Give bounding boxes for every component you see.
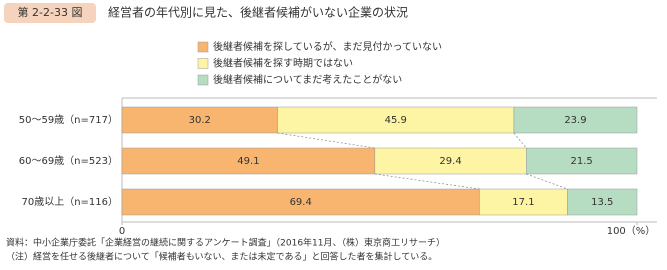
figure-badge	[4, 3, 96, 23]
bar-segment	[479, 188, 568, 216]
bar-segment	[513, 106, 638, 134]
note: （注）経営を任せる後継者について「候補者もいない、または未定である」と回答した者…	[6, 251, 437, 263]
value-label: 21.5	[571, 156, 593, 167]
value-label: 13.5	[591, 197, 613, 208]
y-tick-label: 70歳以上（n=116）	[21, 196, 118, 208]
bar-segment	[567, 188, 638, 216]
value-label: 69.4	[290, 197, 312, 208]
bar-segment	[121, 147, 376, 175]
value-label: 30.2	[189, 115, 211, 126]
chart-title: 経営者の年代別に見た、後継者候補がいない企業の状況	[108, 5, 408, 20]
legend-swatch	[197, 41, 209, 53]
connector-line	[374, 173, 480, 190]
connector-line	[526, 173, 568, 190]
value-label: 49.1	[237, 156, 259, 167]
legend-swatch	[197, 74, 209, 86]
y-tick-label: 60～69歳（n=523）	[19, 155, 118, 167]
legend-label: 後継者候補についてまだ考えたことがない	[213, 73, 402, 86]
legend-label: 後継者候補を探しているが、まだ見付かっていない	[213, 40, 442, 53]
bar-segment	[121, 188, 480, 216]
note: 資料：中小企業庁委託「企業経営の継続に関するアンケート調査」（2016年11月、…	[6, 237, 445, 249]
figure-number: 第 2-2-33 図	[18, 5, 83, 19]
y-tick-label: 50～59歳（n=717）	[19, 114, 118, 126]
legend-label: 後継者候補を探す時期ではない	[213, 57, 353, 70]
x-tick-label: 0	[119, 226, 125, 237]
value-label: 23.9	[564, 115, 586, 126]
connector-line	[277, 132, 375, 149]
x-tick-label: 100（%）	[607, 225, 656, 237]
legend-swatch	[197, 58, 209, 69]
connector-line	[513, 132, 527, 149]
value-label: 17.1	[512, 197, 534, 208]
value-label: 29.4	[439, 156, 461, 167]
bar-segment	[526, 147, 638, 175]
value-label: 45.9	[385, 115, 407, 126]
bar-segment	[277, 106, 515, 134]
bar-segment	[374, 147, 527, 175]
